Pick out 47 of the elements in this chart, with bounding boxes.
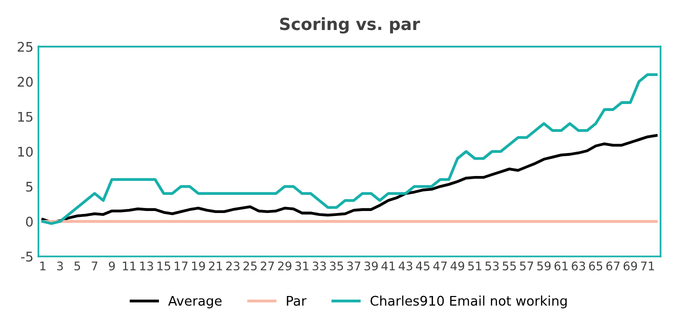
x-tick-label: 25 — [243, 261, 257, 270]
x-tick-label: 35 — [330, 261, 344, 270]
x-tick-label: 31 — [295, 261, 308, 270]
x-tick-label: 63 — [572, 261, 586, 270]
x-tick-label: 5 — [74, 262, 80, 270]
legend-label: Charles910 Email not working — [370, 296, 567, 308]
x-tick-label: 69 — [624, 261, 637, 270]
x-tick-label: 23 — [226, 261, 240, 270]
x-tick-label: 21 — [208, 261, 222, 270]
x-tick-label: 19 — [192, 261, 205, 270]
x-tick-label: 7 — [92, 262, 98, 270]
x-tick-label: 33 — [312, 261, 326, 270]
x-tick-label: 47 — [433, 262, 447, 270]
x-tick-label: 11 — [122, 262, 136, 270]
x-tick-label: 9 — [108, 261, 115, 270]
x-tick-label: 3 — [57, 261, 63, 270]
x-tick-label: 43 — [398, 261, 412, 270]
y-tick-label: 25 — [18, 42, 32, 52]
x-tick-label: 27 — [260, 261, 274, 270]
y-tick-label: 20 — [18, 76, 33, 87]
x-tick-label: 57 — [520, 262, 534, 270]
x-tick-label: 41 — [381, 262, 395, 270]
y-tick-label: 15 — [18, 112, 32, 122]
x-tick-label: 65 — [589, 261, 602, 270]
x-tick-label: 39 — [364, 261, 378, 270]
chart-title: Scoring vs. par — [280, 17, 420, 34]
x-tick-label: 59 — [537, 261, 551, 270]
x-tick-label: 51 — [468, 262, 482, 270]
x-tick-label: 1 — [40, 262, 46, 270]
x-tick-label: 15 — [158, 262, 170, 270]
x-tick-label: 55 — [502, 262, 516, 270]
legend-label: Average — [168, 296, 222, 308]
x-tick-label: 37 — [347, 261, 360, 270]
legend-label: Par — [286, 296, 306, 306]
x-tick-label: 53 — [485, 261, 499, 270]
y-tick-label: 0 — [26, 216, 33, 227]
x-tick-label: 13 — [140, 261, 154, 270]
x-tick-label: 67 — [606, 261, 620, 270]
x-tick-label: 61 — [554, 261, 568, 270]
x-tick-label: 17 — [174, 262, 188, 270]
y-tick-label: 5 — [26, 182, 32, 192]
x-tick-label: 71 — [641, 262, 654, 270]
x-tick-label: 45 — [416, 262, 430, 270]
y-tick-label: 10 — [18, 146, 33, 157]
x-tick-label: 29 — [278, 261, 292, 270]
x-tick-label: 49 — [450, 261, 464, 270]
y-tick-label: -5 — [21, 252, 32, 262]
